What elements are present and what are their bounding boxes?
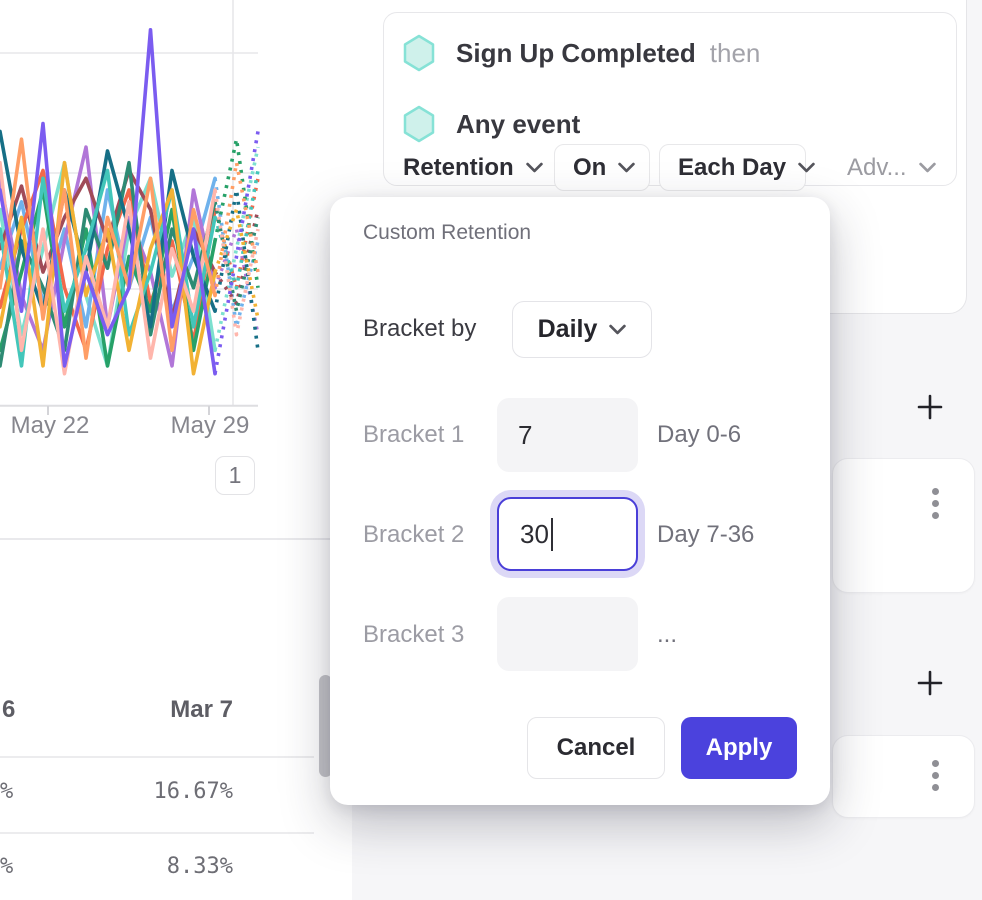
bracket-by-label: Bracket by — [363, 315, 477, 342]
event-row[interactable]: Any event — [402, 105, 580, 143]
bracket-1-label: Bracket 1 — [363, 421, 465, 448]
modal-title: Custom Retention — [363, 221, 532, 244]
event-name[interactable]: Any event — [456, 108, 581, 139]
cancel-button[interactable]: Cancel — [527, 717, 665, 779]
plus-icon — [917, 670, 943, 696]
text-caret — [550, 517, 554, 551]
x-axis-tick-label: May 22 — [10, 412, 90, 439]
bracket-2-input[interactable]: 30 — [497, 497, 638, 571]
chevron-down-icon — [609, 324, 627, 335]
kebab-menu-icon[interactable] — [932, 488, 939, 519]
query-controls-row: Retention On Each Day Adv... — [384, 144, 956, 191]
table-scrollbar-thumb[interactable] — [319, 675, 332, 777]
chevron-down-icon — [525, 162, 543, 173]
event-suffix: then — [709, 37, 761, 68]
table-column-header: Mar 7 — [170, 696, 233, 723]
on-dropdown[interactable]: On — [554, 144, 650, 191]
event-hexagon-icon — [403, 34, 435, 72]
table-row-divider — [0, 832, 314, 834]
bracket-2-label: Bracket 2 — [363, 521, 465, 548]
chevron-down-icon — [798, 162, 815, 173]
bracket-2-range: Day 7-36 — [657, 521, 755, 548]
advanced-dropdown[interactable]: Adv... — [847, 144, 936, 191]
bracket-3-label: Bracket 3 — [363, 621, 465, 648]
apply-button[interactable]: Apply — [681, 717, 797, 779]
retention-type-dropdown[interactable]: Retention — [403, 144, 543, 191]
kebab-menu-icon[interactable] — [932, 760, 939, 791]
event-row[interactable]: Sign Up Completed then — [402, 34, 760, 72]
bracket-by-dropdown[interactable]: Daily — [512, 301, 652, 358]
query-card: Sign Up Completed then Any event Retenti… — [383, 12, 957, 191]
bracket-1-input[interactable]: 7 — [497, 398, 638, 472]
event-name[interactable]: Sign Up Completed — [456, 37, 696, 68]
plus-icon — [917, 394, 943, 420]
table-cell-cropped: % — [0, 854, 14, 879]
table-cell-cropped: % — [0, 779, 14, 804]
table-row-divider — [0, 756, 314, 758]
table-column-header-cropped: 6 — [2, 696, 16, 723]
bracket-1-range: Day 0-6 — [657, 421, 742, 448]
chevron-down-icon — [618, 162, 636, 173]
metric-card[interactable] — [832, 458, 975, 593]
report-panel: May 22 May 29 1 6 Mar 7 % 16.67% % 8.33% — [0, 0, 352, 900]
section-divider — [0, 538, 352, 540]
bracket-3-range: ... — [657, 621, 678, 648]
retention-line-chart — [0, 0, 260, 415]
add-metric-button[interactable] — [916, 393, 944, 421]
add-metric-button[interactable] — [916, 669, 944, 697]
bracket-3-input[interactable] — [497, 597, 638, 671]
metric-card[interactable] — [832, 735, 975, 818]
chevron-down-icon — [918, 162, 936, 173]
custom-retention-modal: Custom Retention Bracket by Daily Bracke… — [330, 197, 830, 805]
table-cell: 8.33% — [166, 854, 233, 879]
event-hexagon-icon — [403, 105, 435, 143]
frequency-dropdown[interactable]: Each Day — [659, 144, 815, 191]
table-cell: 16.67% — [153, 779, 233, 804]
x-axis-tick-label: May 29 — [170, 412, 250, 439]
pagination-page-button[interactable]: 1 — [215, 456, 255, 495]
